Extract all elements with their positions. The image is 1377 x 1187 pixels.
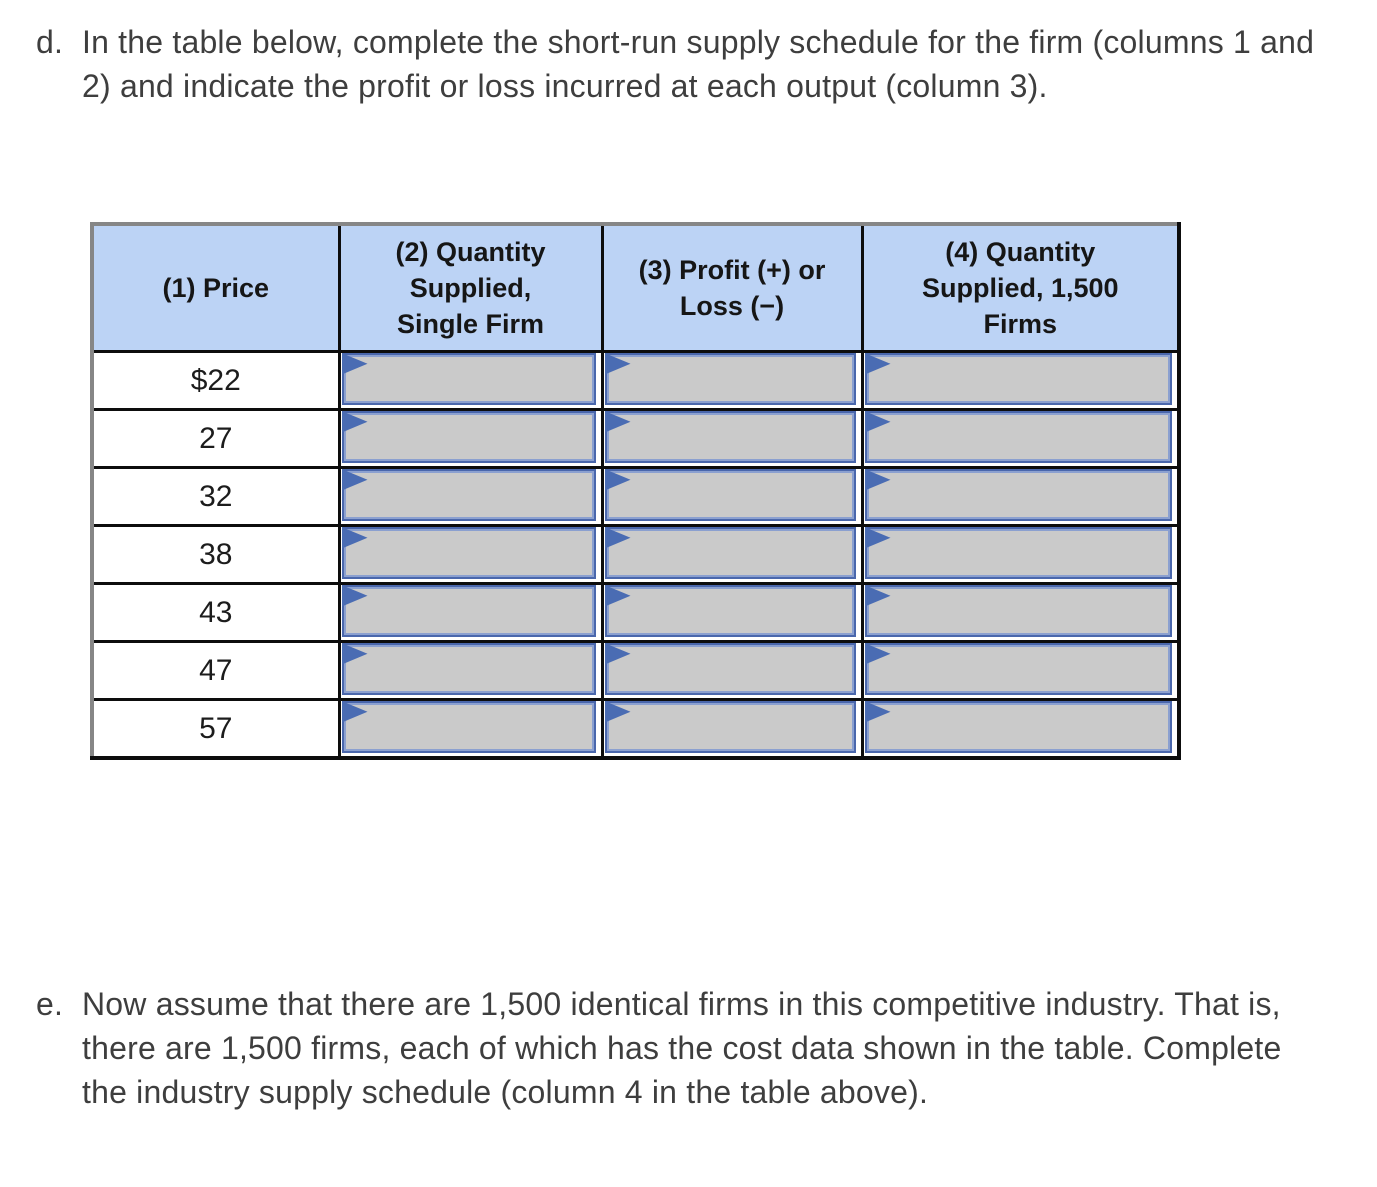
price-cell: 38 <box>90 524 341 585</box>
dropdown-flag-icon <box>864 411 891 433</box>
question-e: e. Now assume that there are 1,500 ident… <box>36 982 1336 1114</box>
price-cell: 57 <box>90 698 341 760</box>
price-cell: $22 <box>90 350 341 411</box>
answer-dropdown-r6-quantity-1500[interactable] <box>864 643 1172 695</box>
table-row: 47 <box>90 640 1181 701</box>
answer-dropdown-r6-profit-loss[interactable] <box>604 643 856 695</box>
table-row: 32 <box>90 466 1181 527</box>
answer-dropdown-r1-quantity-1500[interactable] <box>864 353 1172 405</box>
price-cell: 43 <box>90 582 341 643</box>
header-row: (1) Price (2) Quantity Supplied, Single … <box>90 222 1181 353</box>
answer-dropdown-r5-profit-loss[interactable] <box>604 585 856 637</box>
question-d: d. In the table below, complete the shor… <box>36 20 1336 108</box>
answer-dropdown-r3-quantity-single[interactable] <box>341 469 596 521</box>
question-e-text: Now assume that there are 1,500 identica… <box>82 986 1282 1110</box>
price-cell: 47 <box>90 640 341 701</box>
answer-dropdown-r4-quantity-single[interactable] <box>341 527 596 579</box>
header-quantity-single-firm: (2) Quantity Supplied, Single Firm <box>337 222 604 353</box>
dropdown-flag-icon <box>604 411 631 433</box>
dropdown-flag-icon <box>341 411 368 433</box>
header-profit-loss: (3) Profit (+) or Loss (−) <box>600 222 864 353</box>
dropdown-flag-icon <box>864 585 891 607</box>
dropdown-flag-icon <box>864 469 891 491</box>
answer-dropdown-r2-profit-loss[interactable] <box>604 411 856 463</box>
table-row: 27 <box>90 408 1181 469</box>
answer-dropdown-r6-quantity-single[interactable] <box>341 643 596 695</box>
dropdown-flag-icon <box>341 585 368 607</box>
answer-dropdown-r3-profit-loss[interactable] <box>604 469 856 521</box>
dropdown-flag-icon <box>341 527 368 549</box>
dropdown-flag-icon <box>864 701 891 723</box>
dropdown-flag-icon <box>604 527 631 549</box>
table-row: 43 <box>90 582 1181 643</box>
answer-dropdown-r5-quantity-single[interactable] <box>341 585 596 637</box>
answer-dropdown-r7-profit-loss[interactable] <box>604 701 856 753</box>
question-d-text: In the table below, complete the short-r… <box>82 24 1315 104</box>
question-e-label: e. <box>36 986 64 1022</box>
header-price: (1) Price <box>90 222 341 353</box>
dropdown-flag-icon <box>864 527 891 549</box>
answer-dropdown-r7-quantity-1500[interactable] <box>864 701 1172 753</box>
header-quantity-1500-firms: (4) Quantity Supplied, 1,500 Firms <box>860 222 1181 353</box>
dropdown-flag-icon <box>864 643 891 665</box>
answer-dropdown-r5-quantity-1500[interactable] <box>864 585 1172 637</box>
answer-dropdown-r7-quantity-single[interactable] <box>341 701 596 753</box>
dropdown-flag-icon <box>341 643 368 665</box>
table-row: $22 <box>90 350 1181 411</box>
supply-schedule-table: (1) Price (2) Quantity Supplied, Single … <box>90 222 1181 760</box>
dropdown-flag-icon <box>604 353 631 375</box>
dropdown-flag-icon <box>604 469 631 491</box>
answer-dropdown-r3-quantity-1500[interactable] <box>864 469 1172 521</box>
answer-dropdown-r4-quantity-1500[interactable] <box>864 527 1172 579</box>
answer-dropdown-r2-quantity-1500[interactable] <box>864 411 1172 463</box>
price-cell: 27 <box>90 408 341 469</box>
dropdown-flag-icon <box>864 353 891 375</box>
answer-dropdown-r1-quantity-single[interactable] <box>341 353 596 405</box>
dropdown-flag-icon <box>341 469 368 491</box>
dropdown-flag-icon <box>604 701 631 723</box>
answer-dropdown-r4-profit-loss[interactable] <box>604 527 856 579</box>
answer-dropdown-r1-profit-loss[interactable] <box>604 353 856 405</box>
dropdown-flag-icon <box>604 585 631 607</box>
table-row: 57 <box>90 698 1181 760</box>
table-row: 38 <box>90 524 1181 585</box>
dropdown-flag-icon <box>604 643 631 665</box>
dropdown-flag-icon <box>341 353 368 375</box>
dropdown-flag-icon <box>341 701 368 723</box>
question-d-label: d. <box>36 24 64 60</box>
answer-dropdown-r2-quantity-single[interactable] <box>341 411 596 463</box>
price-cell: 32 <box>90 466 341 527</box>
